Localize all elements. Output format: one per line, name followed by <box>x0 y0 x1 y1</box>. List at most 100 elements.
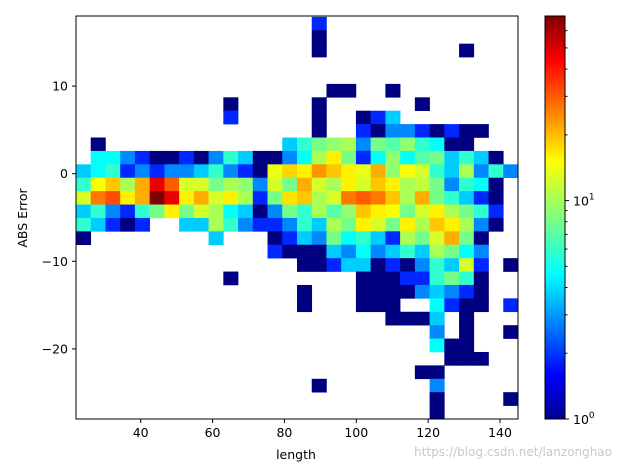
heatmap-cell <box>341 177 357 192</box>
y-axis-label: ABS Error <box>15 188 30 248</box>
heatmap-cell <box>252 164 268 179</box>
heatmap-cell <box>459 150 475 165</box>
x-tick-label: 120 <box>416 425 440 440</box>
heatmap-cell <box>105 150 121 165</box>
heatmap-cell <box>429 191 445 205</box>
heatmap-cell <box>105 191 121 205</box>
heatmap-cell <box>400 204 416 219</box>
heatmap-cell <box>341 244 357 259</box>
heatmap-cell <box>223 217 239 232</box>
heatmap-cell <box>444 258 460 272</box>
heatmap-cell <box>444 298 460 313</box>
heatmap-cell <box>90 137 106 152</box>
heatmap-cell <box>429 338 445 353</box>
heatmap-cell <box>429 150 445 165</box>
heatmap-cell <box>355 284 371 299</box>
heatmap-cell <box>267 177 283 192</box>
x-axis: 40 60 80 100 120 140 <box>133 419 512 440</box>
heatmap-cell <box>473 231 489 246</box>
heatmap-cell <box>444 204 460 219</box>
heatmap-cell <box>488 191 504 205</box>
heatmap-cell <box>414 365 430 380</box>
heatmap-cell <box>326 150 342 165</box>
heatmap-cell <box>400 177 416 192</box>
heatmap-cell <box>326 191 342 205</box>
heatmap-cell <box>149 150 165 165</box>
heatmap-cell <box>429 284 445 299</box>
heatmap-cell <box>164 204 180 219</box>
heatmap-cell <box>385 231 401 246</box>
heatmap-cell <box>385 217 401 232</box>
heatmap-cell <box>385 244 401 259</box>
heatmap-cell <box>208 150 224 165</box>
heatmap-cell <box>459 204 475 219</box>
heatmap-cell <box>355 191 371 205</box>
colorbar-tick-label: 100 <box>573 411 595 427</box>
heatmap-cell <box>355 231 371 246</box>
heatmap-cell <box>120 217 136 232</box>
heatmap-cell <box>370 217 386 232</box>
heatmap-cell <box>208 204 224 219</box>
y-tick-label: −20 <box>42 341 68 356</box>
heatmap-cell <box>370 164 386 179</box>
heatmap-cell <box>459 298 475 313</box>
heatmap-cell <box>223 191 239 205</box>
heatmap-cell <box>429 365 445 380</box>
heatmap-cell <box>488 217 504 232</box>
heatmap-cell <box>267 191 283 205</box>
heatmap-cell <box>473 204 489 219</box>
heatmap-cell <box>355 244 371 259</box>
heatmap-cell <box>473 258 489 272</box>
heatmap-cell <box>326 204 342 219</box>
heatmap-cell <box>400 191 416 205</box>
heatmap-cell <box>385 177 401 192</box>
heatmap-cell <box>370 244 386 259</box>
heatmap-cell <box>297 258 313 272</box>
heatmap-cell <box>297 164 313 179</box>
heatmap-cell <box>473 284 489 299</box>
heatmap-cell <box>223 271 239 286</box>
heatmap-cell <box>414 97 430 112</box>
heatmap-cell <box>355 298 371 313</box>
heatmap-cell <box>341 191 357 205</box>
x-tick-label: 140 <box>488 425 512 440</box>
heatmap-cell <box>297 137 313 152</box>
heatmap-cell <box>149 204 165 219</box>
heatmap-cell <box>267 244 283 259</box>
heatmap-cell <box>326 177 342 192</box>
heatmap-cell <box>385 284 401 299</box>
heatmap-cell <box>341 231 357 246</box>
heatmap-cell <box>252 204 268 219</box>
plot-frame <box>75 15 519 420</box>
heatmap-cell <box>311 231 327 246</box>
heatmap-cell <box>444 124 460 138</box>
heatmap-cell <box>370 110 386 125</box>
heatmap-cell <box>459 311 475 326</box>
heatmap-cell <box>459 191 475 205</box>
heatmap-cell <box>208 191 224 205</box>
heatmap-cell <box>385 110 401 125</box>
x-tick-label: 100 <box>344 425 368 440</box>
heatmap-cell <box>444 150 460 165</box>
heatmap-cell <box>473 124 489 138</box>
heatmap-cell <box>400 311 416 326</box>
heatmap-cell <box>267 231 283 246</box>
heatmap-cell <box>459 258 475 272</box>
heatmap-cell <box>355 137 371 152</box>
heatmap-cell <box>311 124 327 138</box>
heatmap-cell <box>385 191 401 205</box>
heatmap-cell <box>414 137 430 152</box>
heatmap-cell <box>149 164 165 179</box>
heatmap-cell <box>311 191 327 205</box>
heatmap-cell <box>473 351 489 366</box>
heatmap-cell <box>400 244 416 259</box>
heatmap-cell <box>90 204 106 219</box>
heatmap-cell <box>311 177 327 192</box>
heatmap-cell <box>311 97 327 112</box>
heatmap-cell <box>444 217 460 232</box>
x-tick-label: 80 <box>276 425 292 440</box>
heatmap-cell <box>370 124 386 138</box>
heatmap-cell <box>444 164 460 179</box>
heatmap-cell <box>429 405 445 420</box>
heatmap-cell <box>444 177 460 192</box>
